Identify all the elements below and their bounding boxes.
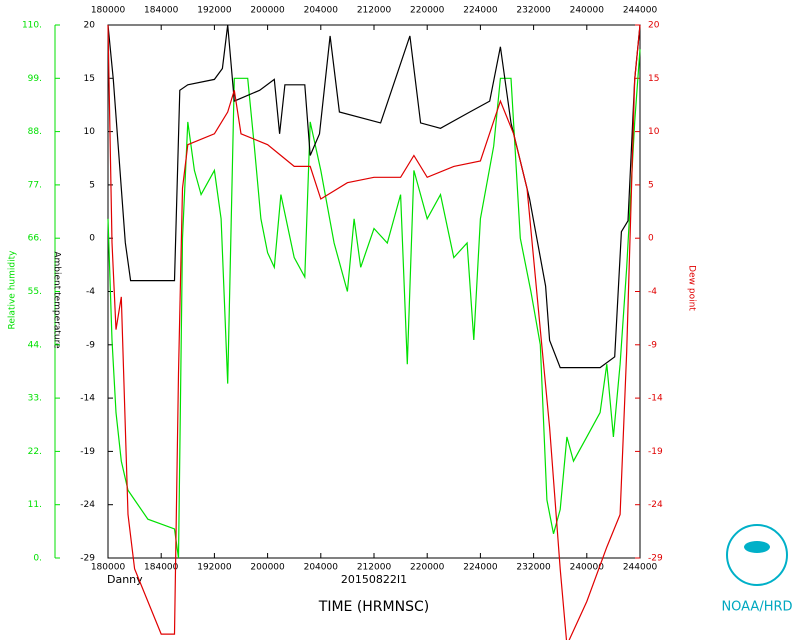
x-tick-label: 240000 (570, 563, 605, 573)
y2ticks-label: -24 (648, 500, 663, 510)
y3ticks-label: 88. (28, 127, 42, 137)
y2ticks-label: 20 (648, 21, 660, 31)
yticks-label: -19 (80, 447, 95, 457)
y2ticks-label: 5 (648, 180, 654, 190)
x-tick-label: 180000 (91, 563, 126, 573)
y2ticks-label: 0 (648, 234, 654, 244)
x-tick-label-top: 244000 (623, 6, 658, 16)
yticks-label: -9 (86, 340, 95, 350)
x-tick-label: 192000 (197, 563, 232, 573)
noaa-logo (726, 524, 788, 586)
flight-id: 20150822I1 (341, 573, 407, 586)
y3ticks-label: 22. (28, 447, 42, 457)
yticks-label: -24 (80, 500, 95, 510)
yticks-label: 0 (89, 234, 95, 244)
x-tick-label: 244000 (623, 563, 658, 573)
x-tick-label-top: 192000 (197, 6, 232, 16)
series-line (107, 24, 641, 640)
yticks-label: 10 (84, 127, 96, 137)
x-tick-label: 224000 (463, 563, 498, 573)
x-tick-label: 232000 (516, 563, 551, 573)
logo-bird (744, 541, 770, 553)
y3ticks-label: 77. (28, 180, 42, 190)
y3ticks-label: 110. (22, 21, 42, 31)
x-tick-label: 200000 (250, 563, 285, 573)
storm-name: Danny (107, 573, 143, 586)
yticks-label: -14 (80, 394, 95, 404)
x-tick-label: 204000 (304, 563, 339, 573)
x-tick-label-top: 220000 (410, 6, 445, 16)
x-tick-label-top: 184000 (144, 6, 179, 16)
x-tick-label: 220000 (410, 563, 445, 573)
yticks-label: -29 (80, 554, 95, 564)
y3ticks-label: 11. (28, 500, 42, 510)
x-tick-label-top: 212000 (357, 6, 392, 16)
x-tick-label-top: 200000 (250, 6, 285, 16)
x-tick-label: 184000 (144, 563, 179, 573)
x-tick-label-top: 180000 (91, 6, 126, 16)
y2-label: Dew point (687, 265, 697, 311)
yticks-label: 20 (84, 21, 96, 31)
series-line (107, 24, 641, 369)
y2ticks-label: -9 (648, 340, 657, 350)
x-tick-label-top: 240000 (570, 6, 605, 16)
yticks-label: -4 (86, 287, 95, 297)
x-tick-label: 212000 (357, 563, 392, 573)
plot-frame (107, 24, 641, 559)
y3-label: Relative humidity (8, 250, 18, 330)
yticks-label: 5 (89, 180, 95, 190)
series-line (107, 49, 641, 559)
y-label: Ambient temperature (52, 251, 62, 349)
y3ticks-label: 44. (28, 340, 42, 350)
yticks-label: 15 (84, 74, 95, 84)
y2ticks-label: -19 (648, 447, 663, 457)
y3ticks-label: 33. (28, 394, 42, 404)
y2ticks-label: 15 (648, 74, 659, 84)
x-tick-label-top: 232000 (516, 6, 551, 16)
y3ticks-label: 99. (28, 74, 42, 84)
y3ticks-label: 55. (28, 287, 42, 297)
x-tick-label-top: 204000 (304, 6, 339, 16)
x-label: TIME (HRMNSC) (318, 599, 429, 615)
y2ticks-label: -4 (648, 287, 657, 297)
logo-text: NOAA/HRD (721, 600, 792, 615)
y2ticks-label: -14 (648, 394, 663, 404)
x-tick-label-top: 224000 (463, 6, 498, 16)
y3ticks-label: 66. (28, 234, 42, 244)
y2ticks-label: 10 (648, 127, 660, 137)
y3ticks-label: 0. (33, 554, 42, 564)
y2ticks-label: -29 (648, 554, 663, 564)
